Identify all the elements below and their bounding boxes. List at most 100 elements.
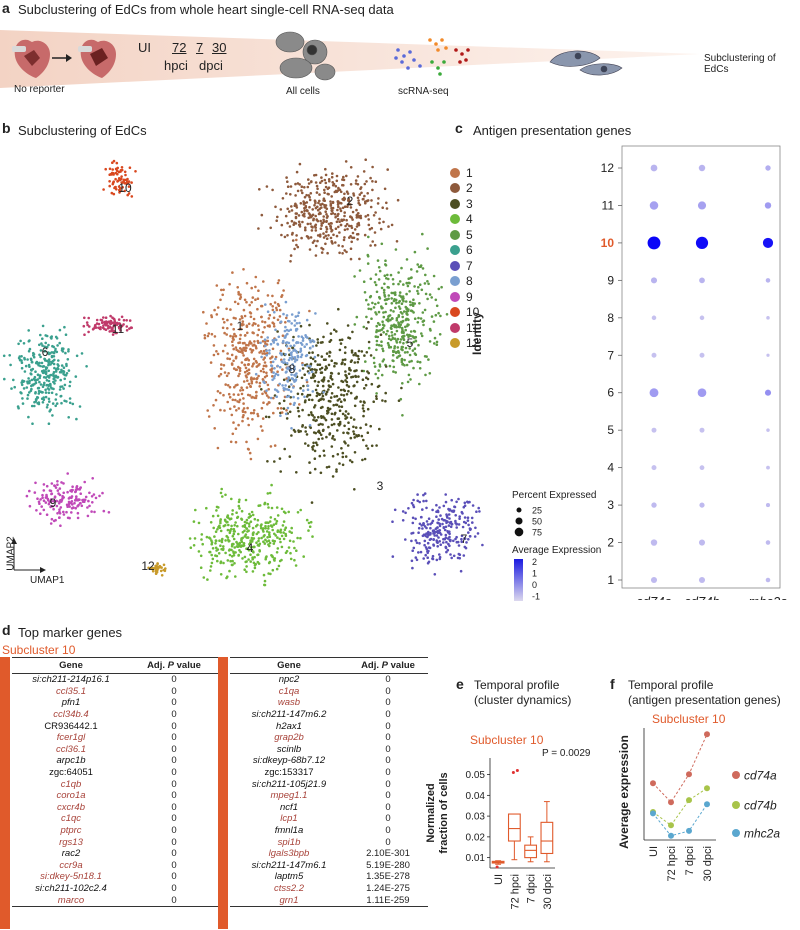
umap-point-c1 <box>221 349 225 353</box>
umap-point-c9 <box>39 498 42 501</box>
umap-point-c7 <box>463 504 467 508</box>
umap-point-c4 <box>216 514 220 518</box>
umap-point-c3 <box>318 363 322 366</box>
umap-point-c11 <box>109 314 112 318</box>
umap-point-c3 <box>328 433 331 436</box>
umap-point-c7 <box>454 521 457 525</box>
umap-point-c5 <box>405 363 409 367</box>
table-row: rac2 0 <box>12 848 218 860</box>
umap-point-c4 <box>262 573 266 577</box>
umap-point-c7 <box>448 517 451 520</box>
umap-point-c1 <box>215 284 219 287</box>
umap-point-c1 <box>273 444 277 447</box>
umap-point-c1 <box>261 320 264 323</box>
umap-point-c8 <box>274 357 277 361</box>
umap-point-c4 <box>226 514 230 517</box>
umap-point-c4 <box>197 521 201 525</box>
legend-label: 11 <box>466 320 479 335</box>
umap-point-c8 <box>284 325 287 329</box>
umap-point-c3 <box>311 357 315 361</box>
umap-point-c5 <box>374 335 378 338</box>
umap-point-c3 <box>296 392 300 396</box>
umap-point-c6 <box>28 379 31 383</box>
umap-point-c3 <box>320 355 324 358</box>
legend-item-cluster-6: 6 <box>450 243 479 259</box>
umap-point-c9 <box>70 511 73 514</box>
avg-legend-tick-2: 2 <box>532 557 537 567</box>
umap-point-c4 <box>284 511 287 515</box>
umap-point-c10 <box>128 166 132 169</box>
gene-cell: lgals3bpb <box>268 848 310 860</box>
umap-point-c8 <box>298 321 301 325</box>
umap-point-c3 <box>292 428 296 432</box>
gene-cell: c1qc <box>60 813 82 825</box>
umap-point-c5 <box>402 337 405 340</box>
umap-point-c7 <box>435 558 439 562</box>
umap-point-c4 <box>208 536 211 539</box>
umap-point-c1 <box>206 334 210 338</box>
umap-point-c6 <box>16 405 20 408</box>
umap-point-c1 <box>207 332 211 335</box>
scrna-label: scRNA-seq <box>398 86 449 97</box>
umap-point-c7 <box>436 545 440 548</box>
umap-point-c3 <box>337 372 341 375</box>
umap-point-c2 <box>329 227 333 230</box>
umap-point-c9 <box>68 505 71 508</box>
umap-point-c2 <box>290 219 294 223</box>
umap-point-c1 <box>249 377 253 381</box>
umap-point-c4 <box>224 493 227 497</box>
umap-point-c3 <box>307 398 311 402</box>
umap-point-c4 <box>241 525 245 528</box>
umap-point-c4 <box>206 578 209 581</box>
umap-point-c5 <box>398 280 402 283</box>
legend-swatch <box>450 322 460 333</box>
umap-point-c7 <box>473 535 477 538</box>
umap-point-c1 <box>244 410 247 414</box>
umap-point-c3 <box>319 433 323 437</box>
umap-point-c2 <box>348 224 351 228</box>
umap-point-c4 <box>251 532 255 535</box>
umap-point-c6 <box>43 357 47 361</box>
umap-point-c4 <box>249 560 252 563</box>
umap-point-c1 <box>234 440 238 444</box>
umap-point-c1 <box>231 340 234 343</box>
umap-point-c5 <box>404 346 408 350</box>
umap-point-c4 <box>281 524 285 527</box>
umap-point-c4 <box>249 546 253 549</box>
umap-point-c6 <box>52 345 55 349</box>
umap-point-c1 <box>226 384 230 387</box>
umap-point-c11 <box>87 316 90 320</box>
umap-point-c4 <box>260 536 263 540</box>
umap-point-c3 <box>260 388 263 391</box>
umap-point-c7 <box>418 500 422 504</box>
umap-point-c11 <box>97 322 101 326</box>
umap-point-c3 <box>343 389 347 393</box>
umap-point-c8 <box>294 315 298 318</box>
umap-point-c4 <box>259 526 263 530</box>
umap-point-c1 <box>261 352 264 355</box>
umap-point-c5 <box>353 275 356 278</box>
umap-point-c10 <box>115 161 119 165</box>
umap-point-c10 <box>134 170 137 173</box>
umap-point-c2 <box>286 207 290 211</box>
umap-point-c2 <box>258 188 261 191</box>
umap-point-c6 <box>30 387 33 391</box>
identity-tick-9: 9 <box>607 273 614 287</box>
umap-point-c10 <box>122 179 125 183</box>
umap-point-c1 <box>254 390 258 394</box>
umap-point-c1 <box>278 308 282 312</box>
umap-point-c7 <box>465 541 468 544</box>
umap-point-c4 <box>307 521 311 525</box>
umap-point-c2 <box>338 251 341 255</box>
panel-e-subcluster: Subcluster 10 <box>470 733 544 747</box>
umap-point-c4 <box>271 528 275 532</box>
umap-point-c4 <box>210 541 214 544</box>
dot-cd74a-id5 <box>651 427 657 433</box>
umap-point-c5 <box>433 342 436 345</box>
cluster-label-11: 11 <box>112 322 125 336</box>
umap-point-c6 <box>40 361 44 365</box>
umap-point-c5 <box>420 332 423 335</box>
umap-point-c9 <box>58 508 61 511</box>
umap-point-c3 <box>267 415 271 419</box>
umap-point-c1 <box>238 341 242 344</box>
